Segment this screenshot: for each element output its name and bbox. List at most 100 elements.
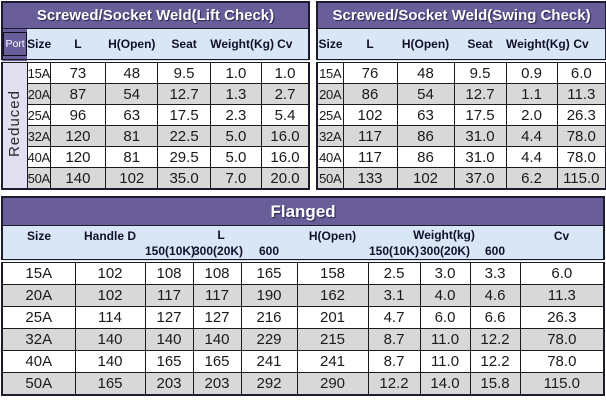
- value-cell: 48: [396, 59, 455, 84]
- value-cell: 229: [240, 328, 298, 351]
- value-cell: 108: [192, 259, 242, 285]
- value-cell: 12.7: [453, 83, 507, 105]
- value-cell: 140: [192, 328, 242, 351]
- sub-header-l-150: 150(10K): [145, 243, 195, 261]
- value-cell: 2.0: [505, 104, 558, 126]
- value-cell: 12.7: [157, 83, 211, 105]
- value-cell: 4.6: [469, 284, 521, 307]
- value-cell: 216: [240, 306, 298, 329]
- port-label: Port: [3, 31, 27, 57]
- value-cell: 11.0: [419, 350, 471, 373]
- value-cell: 114: [74, 306, 146, 329]
- port-type-cell: Reduced: [1, 59, 28, 190]
- table-row: 32A 120 81 22.5 5.0 16.0: [2, 125, 310, 147]
- col-header-cv: Cv: [261, 28, 309, 61]
- value-cell: 7.0: [209, 167, 263, 190]
- value-cell: 165: [74, 372, 146, 396]
- table-row: 32A 140 140 140 229 215 8.7 11.0 12.2 78.0: [1, 328, 605, 351]
- value-cell: 203: [192, 372, 242, 396]
- value-cell: 201: [296, 306, 369, 329]
- table-row: 20A 86 54 12.7 1.1 11.3: [316, 83, 606, 105]
- table-row: Reduced 15A 73 48 9.5 1.0 1.0: [1, 59, 310, 190]
- value-cell: 6.6: [469, 306, 521, 329]
- value-cell: 63: [396, 104, 455, 126]
- value-cell: 115.0: [519, 372, 605, 396]
- value-cell: 20.0: [261, 167, 310, 190]
- value-cell: 12.2: [367, 372, 421, 396]
- value-cell: 26.3: [519, 306, 605, 329]
- port-type-label: Reduced: [6, 90, 24, 158]
- value-cell: 15.8: [469, 372, 521, 396]
- value-cell: 78.0: [519, 328, 605, 351]
- value-cell: 35.0: [157, 167, 211, 190]
- value-cell: 3.0: [419, 259, 471, 285]
- lift-check-header: Screwed/Socket Weld(Lift Check) Port Siz…: [2, 2, 309, 61]
- size-cell: 20A: [1, 284, 76, 307]
- value-cell: 127: [144, 306, 194, 329]
- value-cell: 158: [296, 259, 369, 285]
- sub-header-w-150: 150(10K): [368, 243, 420, 261]
- col-header-size: Size: [317, 28, 343, 61]
- swing-check-header: Screwed/Socket Weld(Swing Check) Size L …: [317, 2, 606, 61]
- size-cell: 20A: [26, 83, 51, 105]
- value-cell: 127: [192, 306, 242, 329]
- value-cell: 11.3: [519, 284, 605, 307]
- value-cell: 96: [49, 104, 107, 126]
- value-cell: 140: [74, 350, 146, 373]
- value-cell: 203: [144, 372, 194, 396]
- value-cell: 6.0: [519, 259, 605, 285]
- value-cell: 78.0: [556, 146, 606, 168]
- table-title: Flanged: [2, 197, 605, 226]
- value-cell: 162: [296, 284, 369, 307]
- value-cell: 117: [192, 284, 242, 307]
- value-cell: 1.3: [209, 83, 263, 105]
- table-row: 40A 120 81 29.5 5.0 16.0: [2, 146, 310, 168]
- col-header-size: Size: [27, 28, 51, 61]
- value-cell: 6.0: [556, 59, 606, 84]
- value-cell: 8.7: [367, 328, 421, 351]
- value-cell: 63: [105, 104, 159, 126]
- value-cell: 4.4: [505, 125, 558, 147]
- col-header-seat: Seat: [454, 28, 506, 61]
- value-cell: 8.7: [367, 350, 421, 373]
- value-cell: 4.7: [367, 306, 421, 329]
- size-cell: 50A: [26, 167, 51, 190]
- size-cell: 15A: [1, 259, 76, 285]
- size-cell: 25A: [26, 104, 51, 126]
- size-cell: 50A: [1, 372, 76, 396]
- value-cell: 22.5: [157, 125, 211, 147]
- table-row: 40A 117 86 31.0 4.4 78.0: [316, 146, 606, 168]
- col-header-hopen: H(Open): [105, 28, 158, 61]
- value-cell: 11.3: [556, 83, 606, 105]
- sub-header-l-300: 300(20K): [193, 243, 243, 261]
- table-title: Screwed/Socket Weld(Lift Check): [2, 2, 309, 29]
- value-cell: 31.0: [453, 146, 507, 168]
- col-header-cv: Cv: [520, 225, 605, 261]
- value-cell: 102: [342, 104, 398, 126]
- size-cell: 32A: [1, 328, 76, 351]
- value-cell: 1.0: [261, 59, 310, 84]
- value-cell: 241: [296, 350, 369, 373]
- table-row: 25A 102 63 17.5 2.0 26.3: [316, 104, 606, 126]
- value-cell: 73: [49, 59, 107, 84]
- value-cell: 5.0: [209, 146, 263, 168]
- value-cell: 140: [144, 328, 194, 351]
- table-row: 40A 140 165 165 241 241 8.7 11.0 12.2 78.0: [1, 350, 605, 373]
- size-cell: 25A: [1, 306, 76, 329]
- col-group-l: L: [145, 225, 297, 243]
- size-cell: 32A: [316, 125, 344, 147]
- size-cell: 32A: [26, 125, 51, 147]
- sub-header-w-300: 300(20K): [420, 243, 470, 261]
- value-cell: 108: [144, 259, 194, 285]
- value-cell: 102: [74, 259, 146, 285]
- size-cell: 25A: [316, 104, 344, 126]
- value-cell: 5.4: [261, 104, 310, 126]
- col-header-seat: Seat: [157, 28, 211, 61]
- value-cell: 26.3: [556, 104, 606, 126]
- flanged-header: Flanged Size Handle D L H(Open) Weight(k…: [2, 197, 605, 261]
- value-cell: 12.2: [469, 350, 521, 373]
- sub-header-w-600: 600: [470, 243, 520, 261]
- value-cell: 86: [396, 125, 455, 147]
- value-cell: 37.0: [453, 167, 507, 190]
